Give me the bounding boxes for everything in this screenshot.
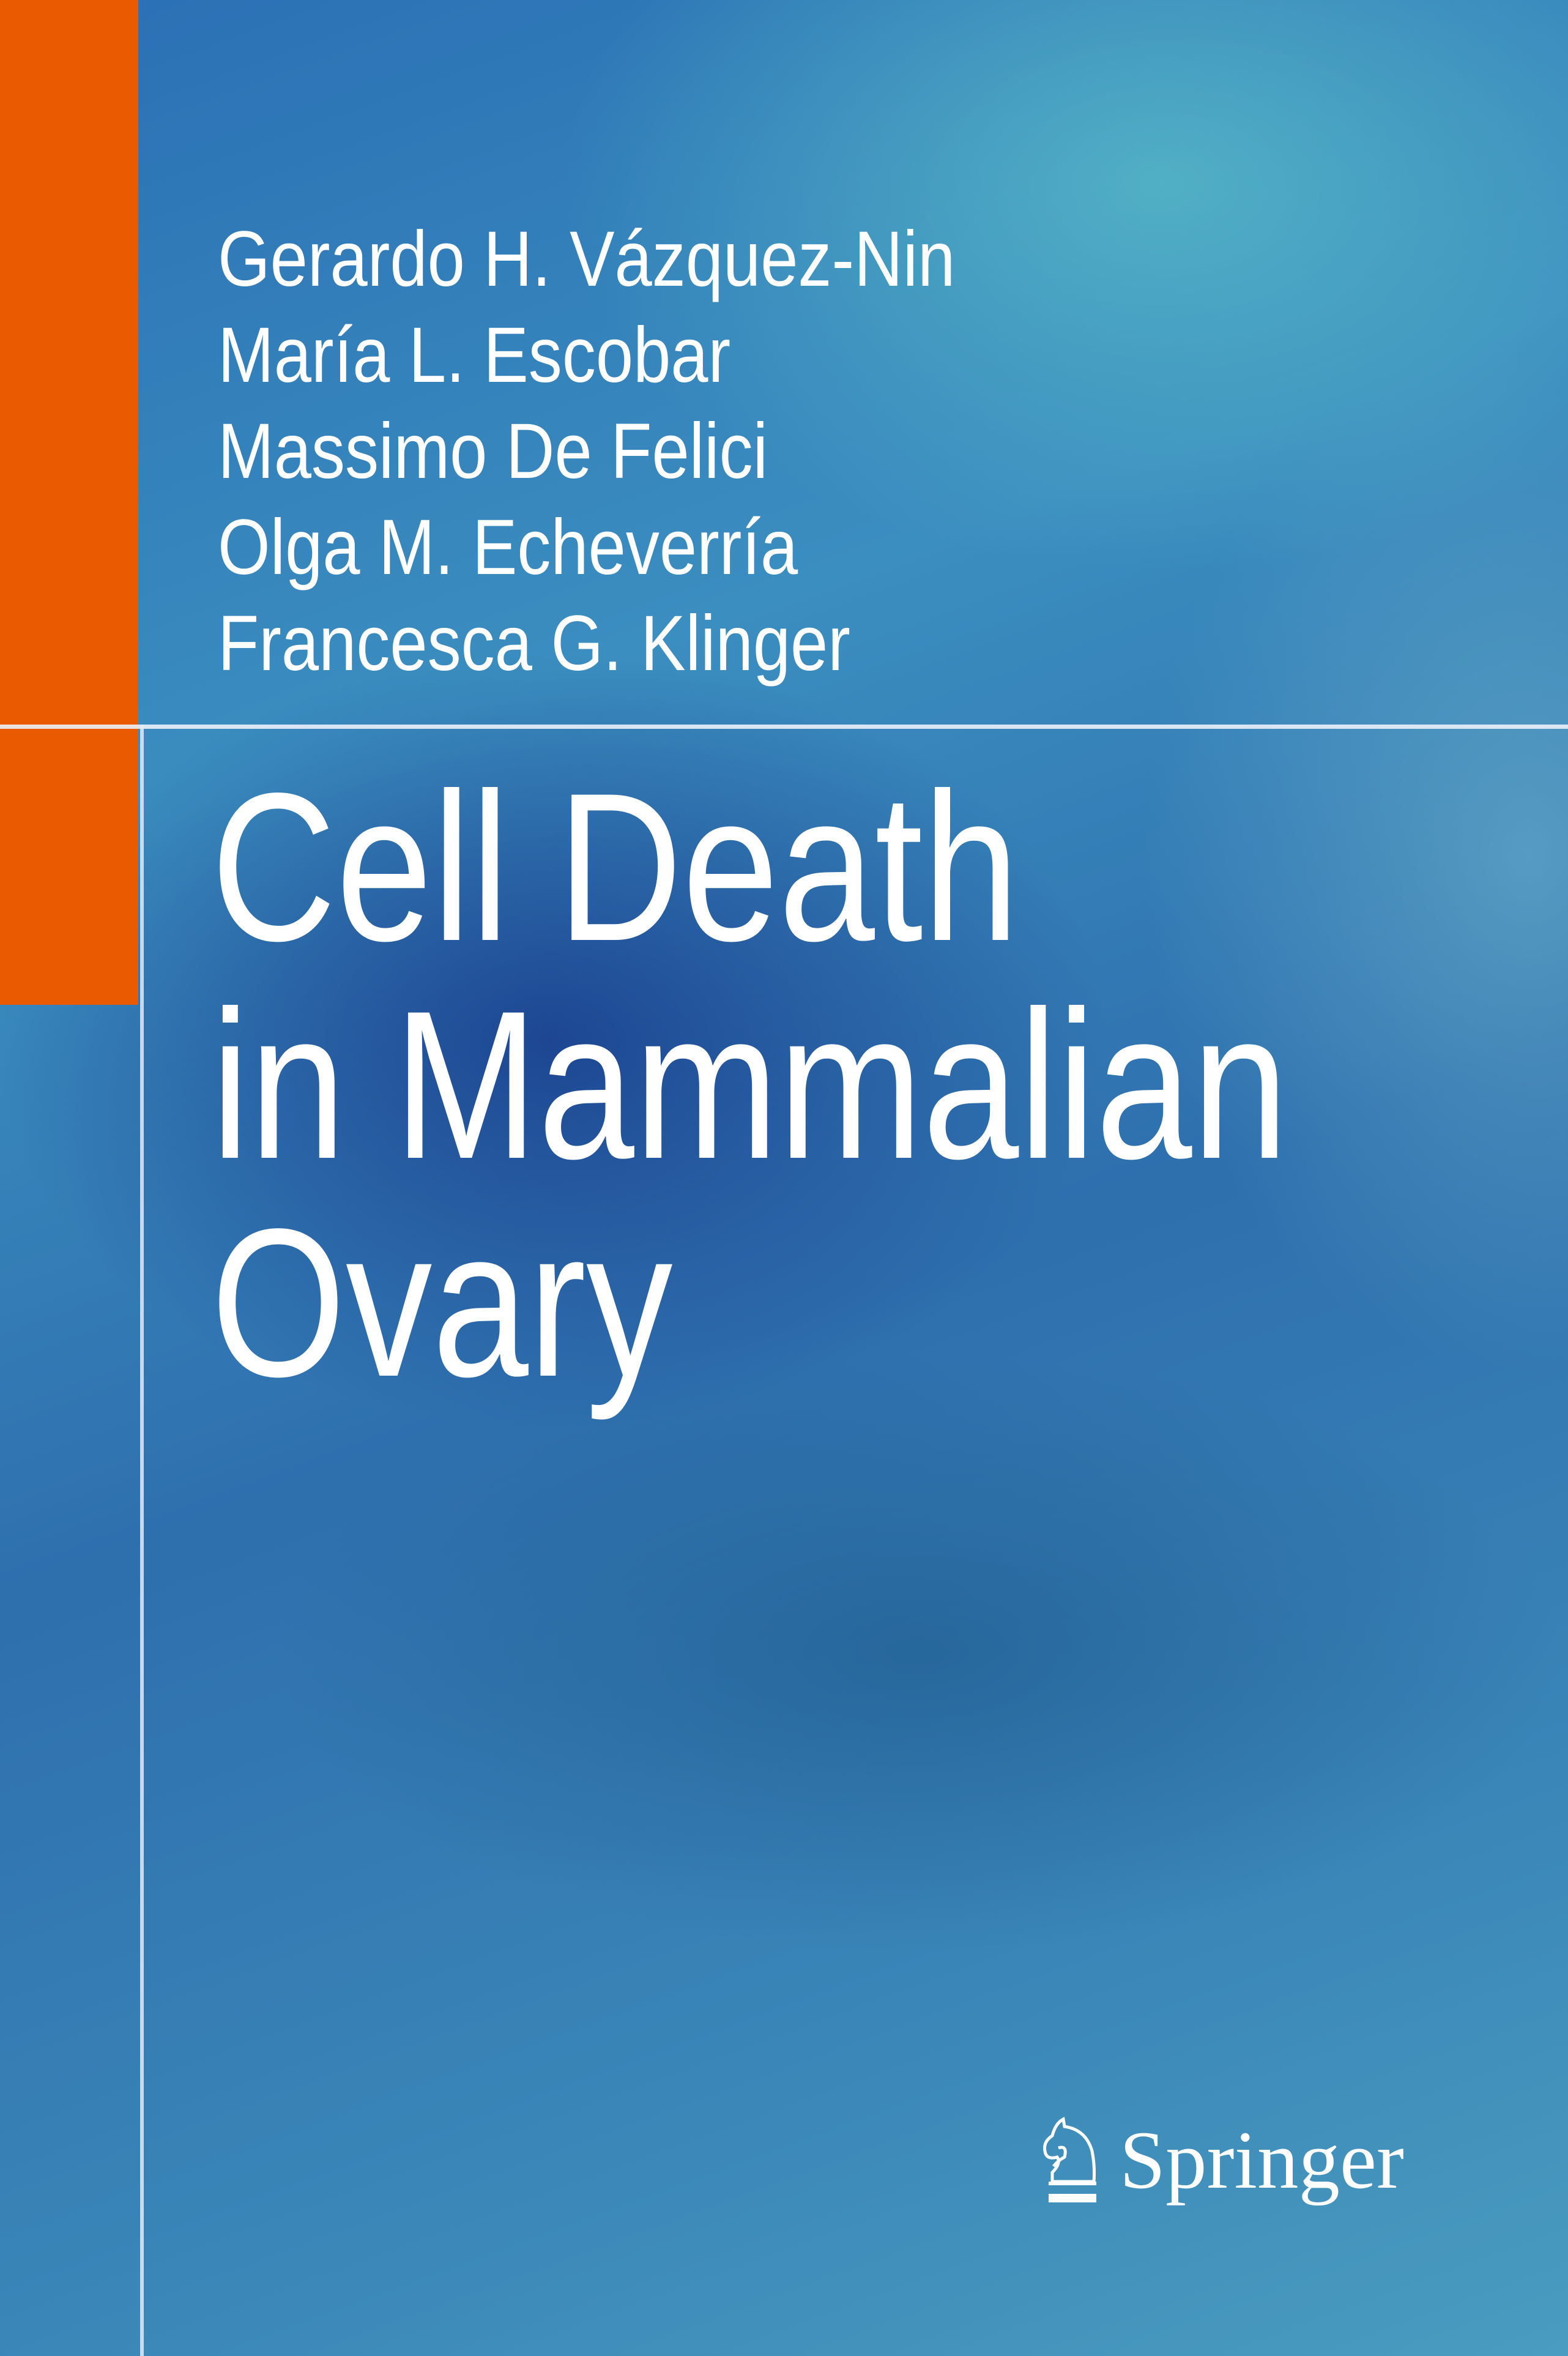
springer-knight-horse-icon — [1043, 2117, 1096, 2202]
publisher-logo: Springer — [1040, 2114, 1404, 2206]
author-list: Gerardo H. Vázquez-Nin María L. Escobar … — [218, 211, 955, 692]
author-name: María L. Escobar — [218, 311, 731, 399]
author-name: Massimo De Felici — [218, 408, 768, 495]
title-line: Ovary — [211, 1185, 673, 1421]
author-name: Francesca G. Klinger — [218, 600, 850, 687]
book-title: Cell Death in Mammalian Ovary — [211, 759, 1288, 1412]
orange-accent-bar — [0, 0, 138, 1005]
title-line: Cell Death — [211, 750, 1019, 985]
title-line: in Mammalian — [211, 967, 1288, 1203]
vertical-divider — [140, 725, 144, 2356]
author-name: Olga M. Echeverría — [218, 504, 798, 591]
horizontal-divider — [0, 725, 1568, 729]
author-name: Gerardo H. Vázquez-Nin — [218, 215, 956, 303]
publisher-name: Springer — [1120, 2114, 1404, 2206]
